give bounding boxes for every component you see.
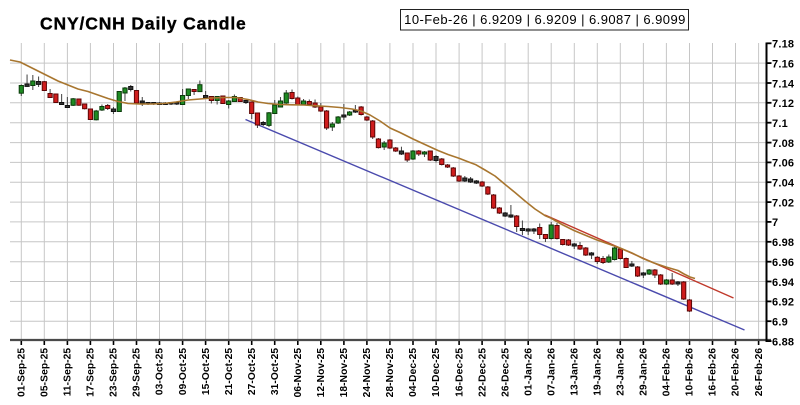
svg-text:27-Oct-25: 27-Oct-25 xyxy=(247,348,258,396)
svg-text:07-Jan-26: 07-Jan-26 xyxy=(546,348,557,396)
svg-text:7.08: 7.08 xyxy=(772,138,794,150)
svg-text:6.94: 6.94 xyxy=(772,277,795,289)
svg-text:22-Dec-25: 22-Dec-25 xyxy=(477,348,488,397)
svg-text:18-Nov-25: 18-Nov-25 xyxy=(339,348,350,398)
svg-text:7.04: 7.04 xyxy=(772,178,795,190)
svg-text:6.98: 6.98 xyxy=(772,237,794,249)
svg-text:29-Sep-25: 29-Sep-25 xyxy=(132,348,143,397)
svg-text:7.16: 7.16 xyxy=(772,59,794,71)
svg-text:10-Feb-26 | 6.9209 | 6.9209 |: 10-Feb-26 | 6.9209 | 6.9209 | 6.9087 | 6… xyxy=(404,12,686,27)
svg-text:16-Feb-26: 16-Feb-26 xyxy=(708,348,719,397)
svg-text:21-Oct-25: 21-Oct-25 xyxy=(224,348,235,396)
svg-text:26-Feb-26: 26-Feb-26 xyxy=(754,348,765,397)
svg-text:10-Dec-25: 10-Dec-25 xyxy=(431,348,442,397)
svg-text:24-Nov-25: 24-Nov-25 xyxy=(362,348,373,398)
svg-text:23-Sep-25: 23-Sep-25 xyxy=(109,348,120,397)
svg-text:01-Jan-26: 01-Jan-26 xyxy=(523,348,534,396)
svg-text:04-Feb-26: 04-Feb-26 xyxy=(662,348,673,397)
svg-text:6.92: 6.92 xyxy=(772,297,794,309)
svg-text:17-Sep-25: 17-Sep-25 xyxy=(86,348,97,397)
svg-text:04-Dec-25: 04-Dec-25 xyxy=(408,348,419,397)
svg-text:7.1: 7.1 xyxy=(772,118,788,130)
svg-text:12-Nov-25: 12-Nov-25 xyxy=(316,348,327,398)
svg-text:7.06: 7.06 xyxy=(772,158,794,170)
svg-text:01-Sep-25: 01-Sep-25 xyxy=(17,348,28,397)
svg-text:6.9: 6.9 xyxy=(772,317,788,329)
svg-text:03-Oct-25: 03-Oct-25 xyxy=(155,348,166,396)
svg-text:15-Oct-25: 15-Oct-25 xyxy=(201,348,212,396)
svg-text:20-Feb-26: 20-Feb-26 xyxy=(731,348,742,397)
svg-text:05-Sep-25: 05-Sep-25 xyxy=(40,348,51,397)
svg-text:31-Oct-25: 31-Oct-25 xyxy=(270,348,281,396)
svg-text:7.18: 7.18 xyxy=(772,39,794,51)
svg-text:7: 7 xyxy=(772,217,778,229)
svg-text:6.88: 6.88 xyxy=(772,336,794,348)
svg-text:26-Dec-25: 26-Dec-25 xyxy=(500,348,511,397)
svg-text:7.02: 7.02 xyxy=(772,197,794,209)
svg-text:23-Jan-26: 23-Jan-26 xyxy=(616,348,627,396)
svg-text:29-Jan-26: 29-Jan-26 xyxy=(639,348,650,396)
svg-text:11-Sep-25: 11-Sep-25 xyxy=(63,348,74,397)
svg-text:28-Nov-25: 28-Nov-25 xyxy=(385,348,396,398)
svg-text:16-Dec-25: 16-Dec-25 xyxy=(454,348,465,397)
svg-text:06-Nov-25: 06-Nov-25 xyxy=(293,348,304,398)
svg-text:CNY/CNH Daily Candle: CNY/CNH Daily Candle xyxy=(40,14,247,34)
svg-text:6.96: 6.96 xyxy=(772,257,794,269)
svg-text:7.12: 7.12 xyxy=(772,98,794,110)
svg-text:13-Jan-26: 13-Jan-26 xyxy=(570,348,581,396)
svg-text:19-Jan-26: 19-Jan-26 xyxy=(593,348,604,396)
svg-text:7.14: 7.14 xyxy=(772,78,795,90)
svg-text:10-Feb-26: 10-Feb-26 xyxy=(685,348,696,397)
svg-text:09-Oct-25: 09-Oct-25 xyxy=(178,348,189,396)
